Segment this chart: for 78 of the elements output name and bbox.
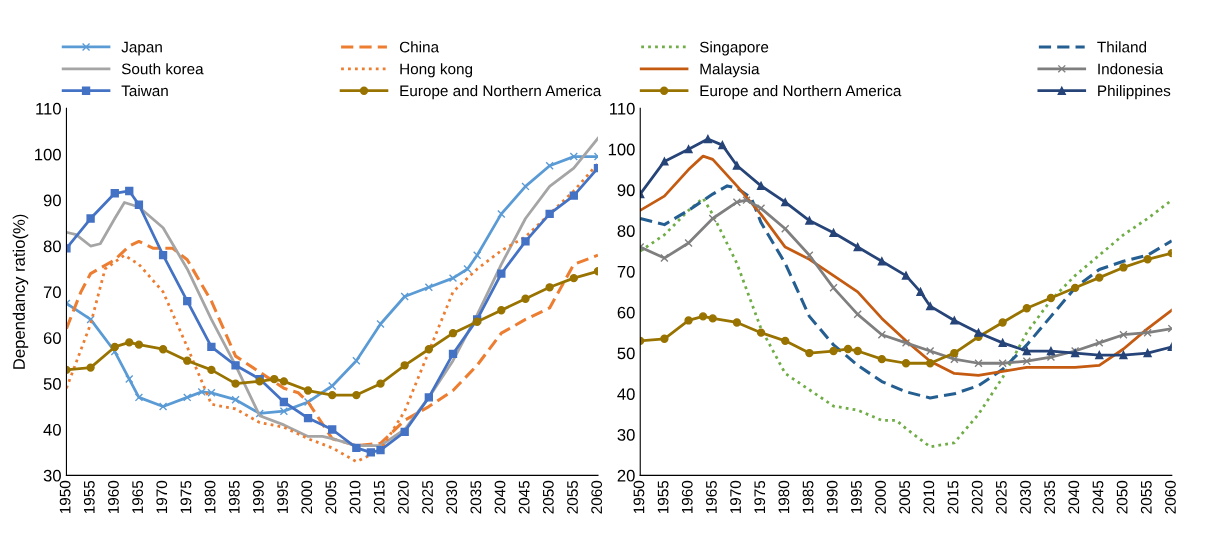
x-tick-label: 2055 [1140,480,1152,514]
legend-label: Taiwan [121,85,168,97]
x-tick-label: 1985 [228,480,240,514]
y-tick-label: 40 [43,423,61,436]
x-tick-label: 2010 [349,480,361,514]
x-tick-label: 1965 [132,480,144,514]
y-tick-label: 40 [617,388,635,401]
x-tick-label: 1985 [802,480,814,514]
y-tick-label: 50 [43,378,61,390]
x-tick-label: 2055 [567,480,578,514]
y-tick-label: 30 [617,429,635,441]
x-tick-label: 1995 [850,480,862,514]
x-tick-label: 2040 [494,480,506,514]
x-tick-label: 2040 [1068,480,1080,514]
x-tick-label: 1970 [156,480,168,514]
x-tick-label: 1950 [59,480,71,514]
x-tick-label: 2015 [373,480,385,514]
y-tick-label: 20 [617,469,635,482]
legend-label: Europe and Northern America [400,85,602,100]
x-tick-label: 2050 [542,480,554,514]
x-tick-label: 2025 [422,480,433,514]
x-tick-label: 2000 [301,480,313,514]
y-tick-label: 50 [617,347,635,360]
y-tick-label: 90 [617,184,635,197]
y-tick-label: 60 [43,332,61,344]
legend-label: South korea [121,63,204,75]
x-tick-label: 2050 [1116,480,1128,514]
legend-label: Thiland [1097,41,1147,53]
x-tick-label: 1955 [83,480,95,514]
x-tick-label: 2020 [397,480,409,514]
y-tick-label: 30 [43,469,61,482]
x-tick-label: 1960 [108,480,119,514]
x-tick-label: 2005 [325,480,337,514]
legend-label: Japan [121,41,162,56]
y-tick-label: 70 [43,286,61,299]
x-tick-label: 2060 [1165,480,1176,514]
x-tick-label: 2015 [947,480,959,514]
x-tick-label: 2025 [995,480,1007,514]
x-tick-label: 2045 [518,480,530,514]
x-tick-label: 1990 [826,480,838,514]
x-tick-label: 2035 [1044,480,1056,514]
legend-label: Malaysia [700,63,760,78]
x-tick-label: 2000 [875,480,886,514]
x-tick-label: 1975 [180,480,192,514]
y-tick-label: 70 [617,265,635,278]
x-tick-label: 2020 [971,480,983,514]
x-tick-label: 1980 [778,480,790,514]
x-tick-label: 2010 [923,480,935,514]
x-tick-label: 2035 [470,480,482,514]
y-tick-label: 100 [35,148,61,161]
x-tick-label: 1970 [730,480,741,514]
x-tick-label: 2045 [1092,480,1104,514]
legend-label: Indonesia [1098,63,1164,75]
y-tick-label: 60 [617,306,635,319]
legend-label: Singapore [699,41,769,56]
x-tick-label: 2005 [899,480,911,514]
legend-label: Europe and Northern America [700,85,902,100]
x-tick-label: 1975 [754,480,766,514]
y-tick-label: 80 [617,225,635,237]
x-tick-label: 1980 [204,480,216,514]
legend-label: China [399,41,440,53]
y-tick-label: 90 [43,194,61,207]
x-tick-label: 1990 [253,480,264,514]
y-tick-label: 110 [610,102,635,115]
x-tick-label: 2030 [446,480,458,514]
x-tick-label: 1995 [277,480,288,514]
x-tick-label: 1950 [633,480,645,514]
x-tick-label: 1965 [706,480,717,514]
x-tick-label: 2030 [1020,480,1031,514]
x-tick-label: 1955 [657,480,669,514]
legend-label: Hong kong [400,63,473,78]
y-tick-label: 110 [36,102,61,115]
x-tick-label: 1960 [681,480,693,514]
y-axis-title: Dependancy ratio(%) [12,214,29,369]
x-tick-label: 2060 [591,480,603,514]
y-tick-label: 100 [608,143,635,156]
y-tick-label: 80 [43,240,61,253]
legend-label: Philippines [1098,85,1171,100]
